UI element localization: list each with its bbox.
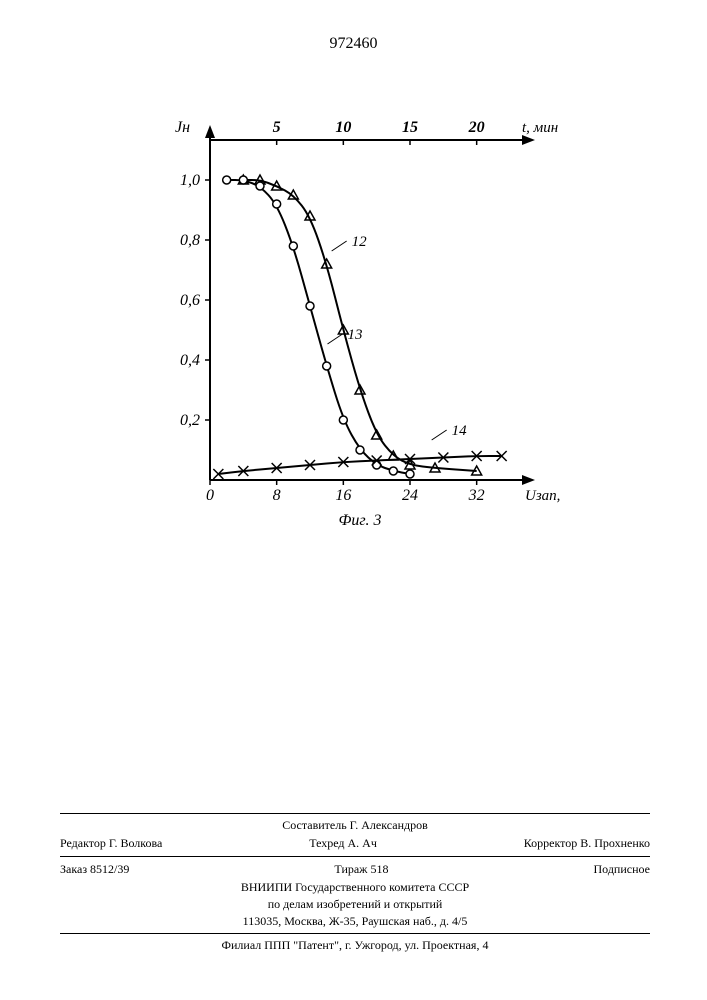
svg-text:13: 13	[348, 327, 363, 343]
subscription-label: Подписное	[594, 862, 651, 877]
svg-text:5: 5	[273, 119, 281, 136]
svg-text:Фиг. 3: Фиг. 3	[339, 512, 382, 529]
svg-text:0: 0	[206, 487, 214, 504]
order-label: Заказ 8512/39	[60, 862, 129, 877]
svg-text:24: 24	[402, 487, 418, 504]
svg-text:32: 32	[468, 487, 485, 504]
tirazh-label: Тираж 518	[334, 862, 388, 877]
svg-text:Jн: Jн	[175, 119, 190, 136]
svg-text:t, мин: t, мин	[522, 120, 558, 136]
svg-text:20: 20	[468, 119, 485, 136]
svg-text:8: 8	[273, 487, 281, 504]
techred-label: Техред А. Ач	[309, 836, 377, 851]
svg-text:0,4: 0,4	[180, 352, 200, 369]
editor-label: Редактор Г. Волкова	[60, 836, 162, 851]
compiler-line: Составитель Г. Александров	[60, 817, 650, 834]
svg-text:15: 15	[402, 119, 418, 136]
svg-text:0,2: 0,2	[180, 412, 200, 429]
svg-text:1,0: 1,0	[180, 172, 200, 189]
svg-text:10: 10	[335, 119, 351, 136]
org-line-1: ВНИИПИ Государственного комитета СССР	[60, 879, 650, 896]
page-number: 972460	[0, 35, 707, 53]
footer-block: Составитель Г. Александров Редактор Г. В…	[60, 810, 650, 954]
org-line-2: по делам изобретений и открытий	[60, 896, 650, 913]
branch-line: Филиал ППП "Патент", г. Ужгород, ул. Про…	[60, 937, 650, 954]
svg-text:16: 16	[335, 487, 351, 504]
svg-text:0,8: 0,8	[180, 232, 200, 249]
chart-figure-3: 0,2 0,4 0,6 0,8 1,0 0 8 16 24 32 5 10 15 20 Jн Uзап, В t…	[140, 100, 560, 540]
svg-text:12: 12	[352, 234, 368, 250]
svg-text:Uзап, В: Uзап, В	[525, 488, 560, 504]
corrector-label: Корректор В. Прохненко	[524, 836, 650, 851]
svg-text:0,6: 0,6	[180, 292, 200, 309]
address-line: 113035, Москва, Ж-35, Раушская наб., д. …	[60, 913, 650, 930]
svg-text:14: 14	[452, 423, 468, 439]
